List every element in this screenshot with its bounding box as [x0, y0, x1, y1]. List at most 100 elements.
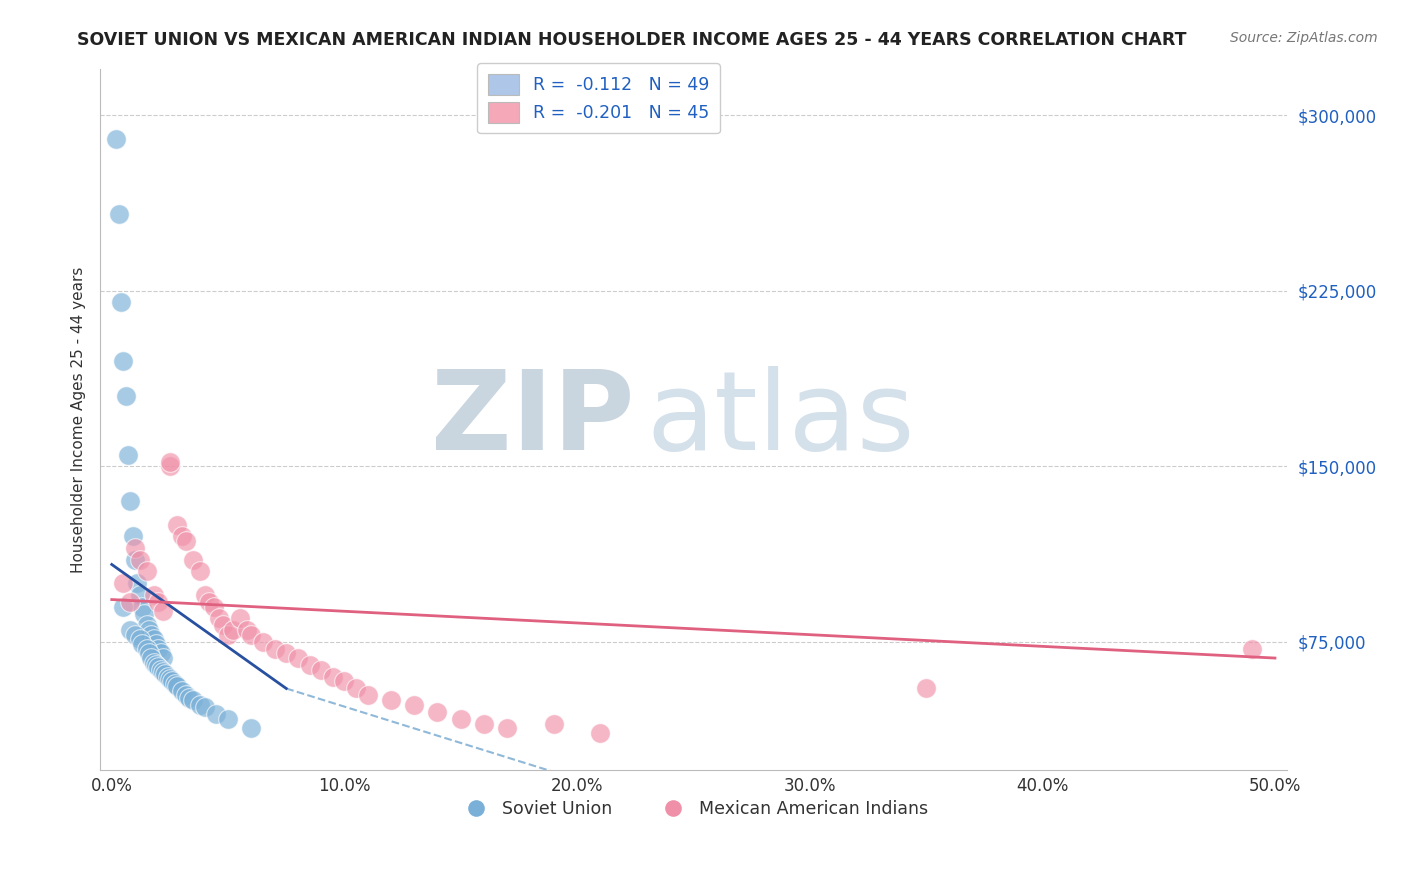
- Point: [450, 712, 472, 726]
- Point: [170, 683, 193, 698]
- Point: [1240, 641, 1263, 656]
- Point: [380, 693, 402, 707]
- Point: [145, 658, 167, 673]
- Point: [128, 588, 150, 602]
- Point: [202, 599, 225, 614]
- Point: [170, 529, 193, 543]
- Point: [356, 689, 378, 703]
- Point: [163, 677, 186, 691]
- Point: [131, 599, 153, 614]
- Point: [112, 599, 135, 614]
- Point: [217, 628, 239, 642]
- Point: [127, 576, 149, 591]
- Point: [298, 658, 321, 673]
- Point: [114, 389, 136, 403]
- Point: [263, 641, 285, 656]
- Point: [155, 667, 177, 681]
- Point: [138, 646, 160, 660]
- Point: [156, 670, 179, 684]
- Point: [309, 663, 332, 677]
- Point: [110, 295, 132, 310]
- Point: [915, 681, 938, 696]
- Point: [174, 534, 197, 549]
- Point: [212, 618, 235, 632]
- Point: [181, 693, 204, 707]
- Y-axis label: Householder Income Ages 25 - 44 years: Householder Income Ages 25 - 44 years: [72, 266, 86, 573]
- Point: [166, 517, 188, 532]
- Point: [124, 628, 146, 642]
- Point: [217, 712, 239, 726]
- Point: [174, 689, 197, 703]
- Point: [121, 529, 143, 543]
- Text: ZIP: ZIP: [430, 366, 634, 473]
- Point: [205, 707, 228, 722]
- Point: [240, 721, 263, 735]
- Point: [194, 588, 217, 602]
- Point: [135, 641, 157, 656]
- Point: [142, 588, 165, 602]
- Point: [589, 726, 612, 740]
- Point: [135, 565, 157, 579]
- Point: [228, 611, 250, 625]
- Point: [124, 553, 146, 567]
- Point: [159, 454, 181, 468]
- Point: [134, 607, 156, 621]
- Point: [198, 595, 221, 609]
- Point: [145, 637, 167, 651]
- Point: [149, 663, 172, 677]
- Point: [404, 698, 426, 712]
- Point: [128, 632, 150, 647]
- Point: [141, 651, 163, 665]
- Point: [166, 679, 188, 693]
- Text: atlas: atlas: [645, 366, 914, 473]
- Point: [124, 541, 146, 555]
- Point: [222, 623, 245, 637]
- Point: [149, 646, 172, 660]
- Point: [188, 698, 211, 712]
- Point: [188, 565, 211, 579]
- Text: SOVIET UNION VS MEXICAN AMERICAN INDIAN HOUSEHOLDER INCOME AGES 25 - 44 YEARS CO: SOVIET UNION VS MEXICAN AMERICAN INDIAN …: [77, 31, 1187, 49]
- Point: [148, 660, 170, 674]
- Point: [142, 632, 165, 647]
- Point: [141, 628, 163, 642]
- Point: [117, 448, 139, 462]
- Point: [252, 634, 274, 648]
- Point: [148, 595, 170, 609]
- Point: [112, 354, 135, 368]
- Point: [240, 628, 263, 642]
- Point: [142, 656, 165, 670]
- Point: [235, 623, 257, 637]
- Point: [120, 595, 142, 609]
- Point: [162, 674, 184, 689]
- Text: Source: ZipAtlas.com: Source: ZipAtlas.com: [1230, 31, 1378, 45]
- Point: [194, 700, 217, 714]
- Point: [152, 651, 174, 665]
- Point: [120, 623, 142, 637]
- Point: [148, 641, 170, 656]
- Point: [177, 690, 200, 705]
- Point: [208, 611, 231, 625]
- Point: [152, 665, 174, 679]
- Point: [107, 206, 129, 220]
- Point: [276, 646, 298, 660]
- Point: [105, 131, 128, 145]
- Point: [333, 674, 356, 689]
- Point: [322, 670, 344, 684]
- Point: [472, 716, 495, 731]
- Point: [138, 623, 160, 637]
- Point: [159, 459, 181, 474]
- Legend: Soviet Union, Mexican American Indians: Soviet Union, Mexican American Indians: [451, 793, 935, 825]
- Point: [152, 604, 174, 618]
- Point: [112, 576, 135, 591]
- Point: [128, 553, 150, 567]
- Point: [287, 651, 309, 665]
- Point: [181, 553, 204, 567]
- Point: [120, 494, 142, 508]
- Point: [496, 721, 519, 735]
- Point: [135, 618, 157, 632]
- Point: [344, 681, 367, 696]
- Point: [131, 637, 153, 651]
- Point: [159, 672, 181, 686]
- Point: [543, 716, 565, 731]
- Point: [426, 705, 449, 719]
